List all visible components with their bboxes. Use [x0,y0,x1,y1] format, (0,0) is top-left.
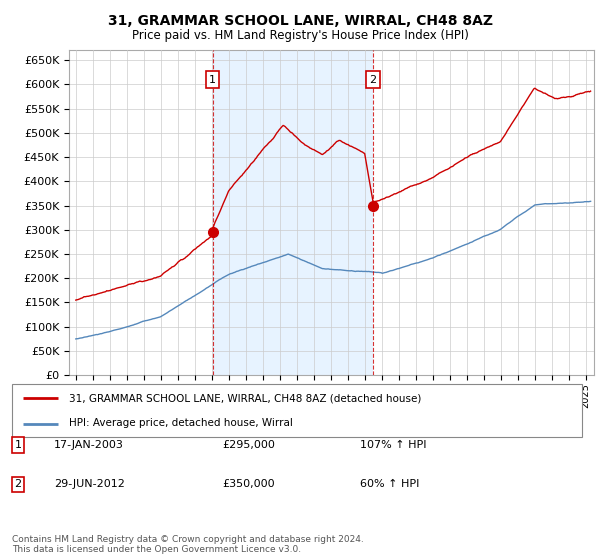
Text: 31, GRAMMAR SCHOOL LANE, WIRRAL, CH48 8AZ (detached house): 31, GRAMMAR SCHOOL LANE, WIRRAL, CH48 8A… [69,394,421,404]
Text: 2: 2 [14,479,22,489]
Text: 1: 1 [14,440,22,450]
Text: 107% ↑ HPI: 107% ↑ HPI [360,440,427,450]
Text: HPI: Average price, detached house, Wirral: HPI: Average price, detached house, Wirr… [69,418,293,428]
Text: 17-JAN-2003: 17-JAN-2003 [54,440,124,450]
Text: 29-JUN-2012: 29-JUN-2012 [54,479,125,489]
Text: 31, GRAMMAR SCHOOL LANE, WIRRAL, CH48 8AZ: 31, GRAMMAR SCHOOL LANE, WIRRAL, CH48 8A… [107,14,493,28]
Text: 2: 2 [370,74,377,85]
Text: £295,000: £295,000 [222,440,275,450]
Text: Contains HM Land Registry data © Crown copyright and database right 2024.
This d: Contains HM Land Registry data © Crown c… [12,535,364,554]
Text: £350,000: £350,000 [222,479,275,489]
Text: 60% ↑ HPI: 60% ↑ HPI [360,479,419,489]
FancyBboxPatch shape [12,384,582,437]
Bar [212,50,373,375]
Text: 1: 1 [209,74,216,85]
Text: Price paid vs. HM Land Registry's House Price Index (HPI): Price paid vs. HM Land Registry's House … [131,29,469,42]
